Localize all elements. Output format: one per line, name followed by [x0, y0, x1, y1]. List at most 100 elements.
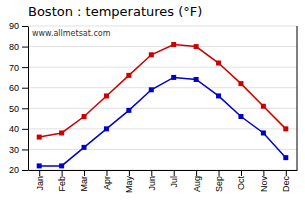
marker: [283, 155, 288, 160]
marker: [104, 93, 109, 98]
x-tick: Jan: [35, 170, 45, 191]
x-tick-mark: [263, 170, 264, 176]
x-tick-mark: [129, 170, 130, 176]
x-tick-label: May: [124, 176, 134, 194]
x-axis: Jan Feb Mar Apr May Jun Jul Aug Sep Oct Nov Dec: [29, 170, 298, 193]
y-tick-mark: [22, 47, 28, 48]
x-tick-mark: [241, 170, 242, 176]
x-tick: Nov: [259, 170, 269, 192]
y-tick: 40: [9, 124, 28, 134]
x-tick-mark: [174, 170, 175, 176]
y-tick-mark: [22, 67, 28, 68]
x-tick-label: Jun: [147, 176, 157, 191]
x-tick-mark: [62, 170, 63, 176]
x-tick-mark: [39, 170, 40, 176]
x-tick-mark: [219, 170, 220, 176]
y-tick: 50: [9, 104, 28, 114]
grid-line: [28, 26, 297, 27]
marker: [104, 126, 109, 131]
x-tick-label: Jan: [35, 176, 45, 191]
y-tick-label: 60: [9, 83, 19, 93]
marker: [283, 126, 288, 131]
x-tick-mark: [286, 170, 287, 176]
x-tick: Dec: [281, 170, 291, 192]
x-tick: Sep: [214, 170, 224, 192]
chart: 20 30 40 50 60 70 80 90 Jan Feb Mar Apr May Jun Jul Aug…: [0, 0, 305, 200]
grid-line: [28, 149, 297, 150]
x-tick-label: Aug: [192, 176, 202, 192]
marker: [216, 93, 221, 98]
y-tick-label: 30: [9, 145, 19, 155]
marker: [261, 130, 266, 135]
grid-line: [28, 170, 297, 171]
plot-frame: [297, 26, 298, 170]
x-tick-label: Sep: [214, 176, 224, 192]
x-tick-mark: [151, 170, 152, 176]
marker: [126, 73, 131, 78]
marker: [126, 108, 131, 113]
y-tick-mark: [22, 170, 28, 171]
x-tick: Apr: [102, 170, 112, 190]
marker: [149, 52, 154, 57]
x-tick-label: Jul: [169, 176, 179, 188]
y-tick-mark: [22, 108, 28, 109]
x-tick: Aug: [192, 170, 202, 192]
x-tick-label: Oct: [236, 176, 246, 191]
x-tick-label: Dec: [281, 176, 291, 193]
y-tick-label: 40: [9, 124, 19, 134]
title: Boston : temperatures (°F): [28, 4, 202, 19]
x-axis-line: [29, 170, 298, 171]
marker: [37, 135, 42, 140]
grid: [28, 26, 297, 170]
y-tick: 20: [9, 165, 28, 175]
marker: [238, 114, 243, 119]
grid-line: [28, 67, 297, 68]
y-tick: 60: [9, 83, 28, 93]
y-tick: 70: [9, 63, 28, 73]
y-tick: 80: [9, 42, 28, 52]
grid-line: [28, 87, 297, 88]
x-tick: Mar: [79, 170, 89, 192]
y-axis: 20 30 40 50 60 70 80 90: [9, 21, 29, 175]
marker: [149, 87, 154, 92]
y-tick-mark: [22, 129, 28, 130]
x-tick-label: Feb: [57, 176, 67, 192]
grid-line: [28, 46, 297, 47]
marker: [171, 42, 176, 47]
y-tick-label: 20: [9, 165, 19, 175]
x-tick: Jul: [169, 170, 179, 188]
x-tick: May: [124, 170, 134, 193]
y-tick-label: 90: [9, 21, 19, 31]
marker: [238, 81, 243, 86]
y-tick-label: 50: [9, 104, 19, 114]
marker: [216, 61, 221, 66]
y-tick: 30: [9, 145, 28, 155]
x-tick-label: Apr: [102, 176, 112, 190]
line: [39, 77, 286, 165]
x-tick: Oct: [236, 170, 246, 190]
plot-area: [37, 42, 289, 168]
x-tick: Feb: [57, 170, 67, 192]
y-tick: 90: [9, 21, 28, 31]
x-tick-label: Nov: [259, 176, 269, 193]
grid-line: [28, 108, 297, 109]
marker: [59, 130, 64, 135]
marker: [194, 77, 199, 82]
x-tick: Jun: [147, 170, 157, 191]
y-axis-line: [28, 27, 29, 171]
x-tick-mark: [84, 170, 85, 176]
y-tick-label: 70: [9, 63, 19, 73]
annotation: www.allmetsat.com: [32, 29, 111, 38]
marker: [82, 145, 87, 150]
y-tick-mark: [22, 26, 28, 27]
marker: [82, 114, 87, 119]
y-tick-label: 80: [9, 42, 19, 52]
marker: [261, 104, 266, 109]
x-tick-label: Mar: [79, 176, 89, 192]
x-tick-mark: [196, 170, 197, 176]
x-tick-mark: [106, 170, 107, 176]
y-tick-mark: [22, 149, 28, 150]
marker: [59, 163, 64, 168]
marker: [171, 75, 176, 80]
marker: [194, 44, 199, 49]
